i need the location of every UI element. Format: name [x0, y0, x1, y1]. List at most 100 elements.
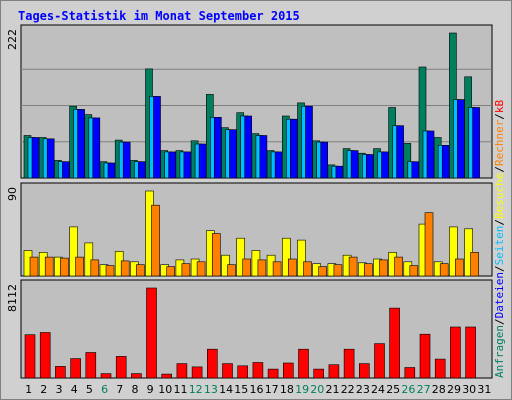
x-tick-day-2: 2 — [40, 383, 47, 396]
bar-anfragen-day-27 — [418, 66, 427, 179]
legend-label-5: / — [493, 219, 506, 226]
panel-3-ymax-label: 8112 — [6, 284, 19, 312]
bar-kb-day-21 — [328, 364, 340, 379]
x-tick-day-7: 7 — [116, 383, 123, 396]
panel-1: 222 — [6, 24, 493, 179]
bar-kb-day-10 — [161, 373, 172, 379]
bar-dateien-day-12 — [198, 143, 207, 179]
bar-kb-day-1 — [24, 334, 36, 379]
bar-dateien-day-16 — [259, 135, 268, 179]
bar-besuche-day-18 — [281, 237, 291, 277]
bar-dateien-day-21 — [335, 165, 344, 179]
bar-dateien-day-18 — [289, 118, 298, 179]
bar-rechner-day-17 — [272, 261, 282, 277]
bar-kb-day-4 — [70, 358, 81, 379]
bar-dateien-day-17 — [274, 151, 283, 179]
bar-kb-day-9 — [146, 287, 157, 379]
legend-label-4: Seiten — [493, 226, 506, 266]
bar-dateien-day-22 — [350, 150, 359, 179]
bar-rechner-day-19 — [303, 261, 312, 277]
bar-rechner-day-29 — [455, 258, 464, 277]
bar-rechner-day-28 — [439, 263, 449, 277]
bar-rechner-day-1 — [29, 256, 39, 277]
x-tick-day-27: 27 — [417, 383, 431, 396]
chart-panels: 222 90 8112 — [6, 24, 493, 379]
legend-side-labels: Anfragen/Dateien/Seiten/Besuche/Rechner/… — [493, 99, 506, 378]
x-tick-day-9: 9 — [147, 383, 154, 396]
x-tick-day-29: 29 — [447, 383, 461, 396]
bar-rechner-day-4 — [75, 256, 84, 277]
x-tick-day-23: 23 — [356, 383, 370, 396]
x-tick-day-5: 5 — [86, 383, 93, 396]
bar-dateien-day-26 — [411, 161, 420, 179]
bar-dateien-day-2 — [46, 138, 55, 179]
bar-kb-day-15 — [237, 365, 248, 379]
bar-kb-day-17 — [267, 368, 279, 379]
x-tick-day-15: 15 — [234, 383, 248, 396]
bar-dateien-day-11 — [183, 151, 192, 179]
bar-rechner-day-21 — [333, 264, 343, 277]
bar-dateien-day-29 — [457, 99, 465, 179]
bar-rechner-day-7 — [120, 260, 130, 277]
x-tick-day-17: 17 — [265, 383, 279, 396]
bar-kb-day-12 — [191, 366, 203, 379]
bar-rechner-day-12 — [196, 261, 206, 277]
x-tick-day-30: 30 — [462, 383, 476, 396]
bar-kb-day-3 — [55, 366, 66, 379]
x-tick-day-20: 20 — [310, 383, 324, 396]
bar-kb-day-20 — [313, 368, 325, 379]
bar-rechner-day-20 — [318, 266, 328, 277]
bar-dateien-day-3 — [62, 161, 70, 179]
bar-rechner-day-13 — [212, 233, 221, 277]
bar-rechner-day-5 — [90, 259, 100, 277]
bar-kb-day-24 — [374, 343, 385, 379]
x-tick-day-16: 16 — [250, 383, 264, 396]
bar-rechner-day-6 — [105, 265, 115, 277]
bar-rechner-day-15 — [242, 258, 251, 277]
x-tick-day-11: 11 — [174, 383, 188, 396]
legend-label-0: Anfragen — [493, 325, 506, 378]
bar-rechner-day-11 — [181, 263, 191, 277]
chart-title: Tages-Statistik im Monat September 2015 — [18, 9, 300, 23]
bar-besuche-day-4 — [69, 226, 78, 277]
bar-dateien-day-6 — [107, 162, 116, 179]
x-tick-day-13: 13 — [204, 383, 218, 396]
bar-rechner-day-30 — [470, 252, 479, 277]
x-tick-day-14: 14 — [219, 383, 233, 396]
legend-label-8: Rechner — [493, 119, 506, 166]
x-tick-day-1: 1 — [25, 383, 32, 396]
bar-rechner-day-23 — [363, 263, 373, 277]
bar-dateien-day-4 — [77, 109, 85, 179]
x-tick-day-28: 28 — [432, 383, 446, 396]
bar-rechner-day-18 — [287, 258, 297, 277]
legend-label-3: / — [493, 265, 506, 272]
panel-2-ymax-label: 90 — [6, 187, 19, 201]
panel-2: 90 — [6, 182, 493, 277]
bar-kb-day-13 — [207, 348, 218, 379]
bar-dateien-day-30 — [472, 107, 480, 179]
x-tick-day-25: 25 — [386, 383, 400, 396]
bar-dateien-day-24 — [381, 151, 389, 179]
bar-rechner-day-24 — [379, 259, 388, 277]
bar-kb-day-19 — [298, 348, 309, 379]
x-tick-day-8: 8 — [132, 383, 139, 396]
legend-label-1: / — [493, 318, 506, 325]
x-tick-day-19: 19 — [295, 383, 309, 396]
bar-rechner-day-27 — [424, 212, 434, 277]
x-tick-day-10: 10 — [158, 383, 172, 396]
bar-rechner-day-10 — [166, 266, 175, 277]
legend-label-7: / — [493, 166, 506, 173]
bar-rechner-day-16 — [257, 259, 267, 277]
bar-kb-day-2 — [39, 332, 51, 379]
x-tick-day-3: 3 — [56, 383, 63, 396]
bar-rechner-day-26 — [409, 265, 419, 277]
legend-label-9: / — [493, 113, 506, 120]
bar-dateien-day-20 — [320, 141, 329, 179]
bar-besuche-day-5 — [84, 242, 94, 277]
bar-rechner-day-8 — [136, 264, 145, 277]
bar-dateien-day-10 — [168, 151, 176, 179]
bar-kb-day-7 — [115, 356, 127, 379]
bar-dateien-day-25 — [396, 125, 404, 179]
x-axis-day-labels: 1 2 3 4 5 6 7 8 9 10 11 12 13 14 15 16 17 18 19 20 21 22 23 24 2… — [25, 383, 491, 396]
x-tick-day-6: 6 — [101, 383, 108, 396]
